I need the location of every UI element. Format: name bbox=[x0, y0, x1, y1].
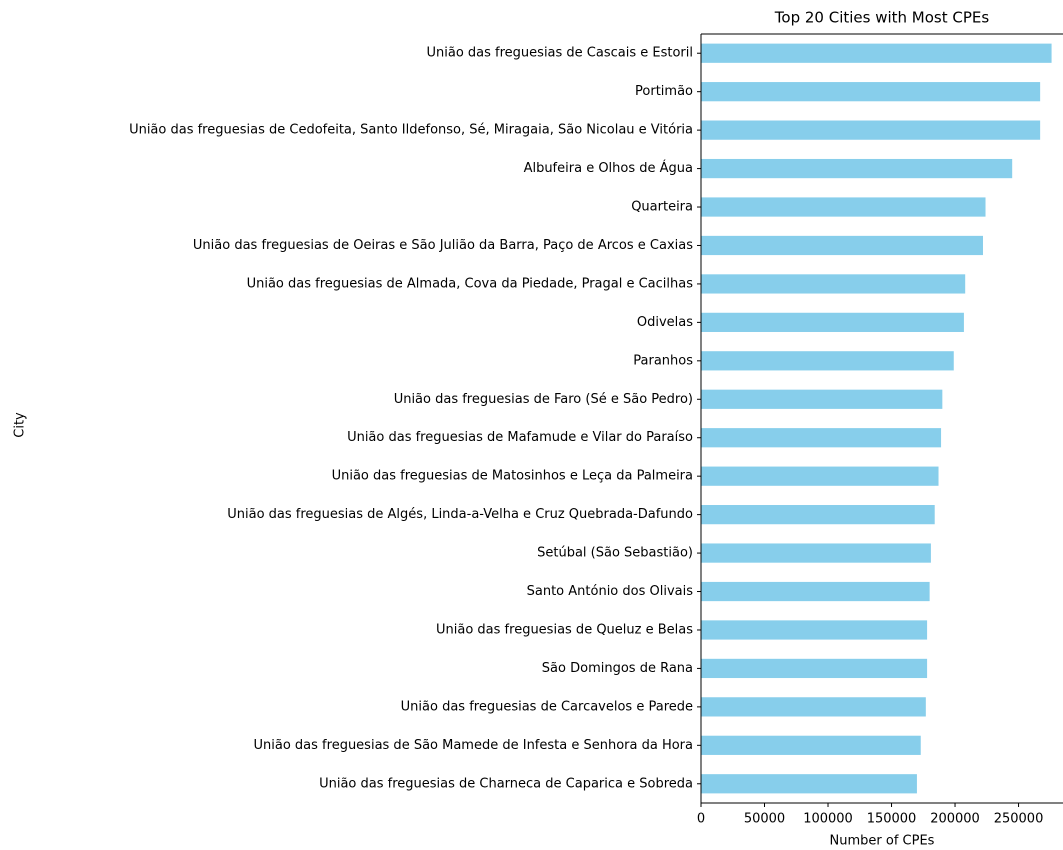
bar bbox=[701, 697, 926, 717]
bar bbox=[701, 620, 928, 640]
bar bbox=[701, 466, 939, 486]
y-tick-label: Santo António dos Olivais bbox=[527, 584, 694, 599]
x-tick-label: 50000 bbox=[744, 812, 785, 827]
y-tick-label: União das freguesias de Cedofeita, Santo… bbox=[129, 123, 693, 138]
y-tick-label: União das freguesias de Oeiras e São Jul… bbox=[193, 238, 693, 253]
y-tick-label: Setúbal (São Sebastião) bbox=[537, 546, 693, 561]
y-tick-label: União das freguesias de Algés, Linda-a-V… bbox=[227, 507, 693, 522]
x-tick-label: 150000 bbox=[867, 812, 917, 827]
bar bbox=[701, 774, 917, 794]
y-tick-label: União das freguesias de Almada, Cova da … bbox=[247, 276, 694, 291]
y-tick-label: União das freguesias de Matosinhos e Leç… bbox=[332, 469, 693, 484]
bar bbox=[701, 428, 942, 448]
bar bbox=[701, 274, 966, 294]
y-tick-label: União das freguesias de Carcavelos e Par… bbox=[401, 699, 693, 714]
bar bbox=[701, 312, 964, 332]
x-tick-label: 200000 bbox=[930, 812, 980, 827]
y-tick-label: União das freguesias de Charneca de Capa… bbox=[319, 776, 693, 791]
y-tick-label: União das freguesias de Faro (Sé e São P… bbox=[394, 392, 693, 407]
bar bbox=[701, 543, 931, 563]
bar bbox=[701, 505, 935, 525]
bar bbox=[701, 735, 921, 755]
chart-title: Top 20 Cities with Most CPEs bbox=[774, 9, 990, 27]
bar bbox=[701, 197, 986, 217]
bar bbox=[701, 120, 1041, 140]
bar bbox=[701, 581, 930, 602]
y-tick-label: Quarteira bbox=[631, 200, 693, 215]
x-tick-label: 0 bbox=[697, 812, 705, 827]
bar bbox=[701, 158, 1013, 179]
y-tick-label: União das freguesias de Queluz e Belas bbox=[436, 622, 693, 637]
x-tick-label: 250000 bbox=[994, 812, 1044, 827]
y-tick-label: União das freguesias de Mafamude e Vilar… bbox=[347, 430, 693, 445]
bar bbox=[701, 82, 1041, 102]
y-tick-label: União das freguesias de São Mamede de In… bbox=[254, 738, 693, 753]
bar bbox=[701, 43, 1052, 63]
y-tick-label: Portimão bbox=[635, 84, 693, 99]
bar bbox=[701, 235, 983, 256]
y-tick-label: Paranhos bbox=[633, 353, 693, 368]
x-axis-label: Number of CPEs bbox=[830, 834, 935, 849]
y-tick-label: São Domingos de Rana bbox=[542, 661, 693, 676]
y-tick-label: Albufeira e Olhos de Água bbox=[524, 160, 693, 176]
y-axis-label: City bbox=[13, 412, 28, 438]
bar bbox=[701, 658, 928, 679]
bar bbox=[701, 351, 954, 371]
x-tick-label: 100000 bbox=[803, 812, 853, 827]
bar bbox=[701, 389, 943, 409]
y-tick-label: Odivelas bbox=[637, 315, 693, 330]
y-tick-label: União das freguesias de Cascais e Estori… bbox=[427, 46, 694, 61]
